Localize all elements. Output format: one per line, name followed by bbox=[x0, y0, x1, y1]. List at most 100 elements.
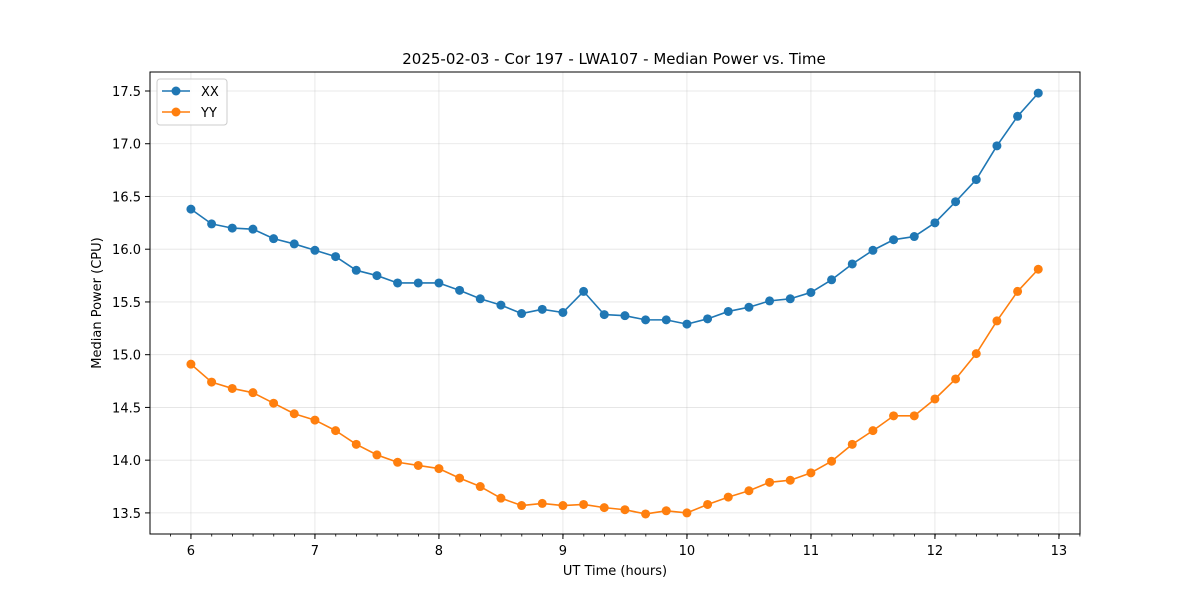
data-point-xx bbox=[992, 141, 1002, 151]
data-point-yy bbox=[496, 493, 506, 503]
data-point-xx bbox=[186, 204, 196, 214]
data-point-yy bbox=[765, 477, 775, 487]
y-tick-label: 17.0 bbox=[112, 138, 141, 153]
data-point-xx bbox=[1013, 111, 1023, 121]
y-axis-label: Median Power (CPU) bbox=[90, 237, 105, 368]
x-tick-label: 8 bbox=[435, 544, 443, 559]
data-point-yy bbox=[393, 457, 403, 467]
legend-label-yy: YY bbox=[200, 106, 217, 121]
data-point-yy bbox=[723, 492, 733, 502]
data-point-yy bbox=[186, 359, 196, 369]
data-point-xx bbox=[517, 309, 527, 319]
data-point-yy bbox=[620, 505, 630, 515]
data-point-yy bbox=[455, 473, 465, 483]
data-point-yy bbox=[889, 411, 899, 421]
data-point-xx bbox=[372, 271, 382, 281]
legend-marker-yy bbox=[171, 107, 181, 117]
data-point-xx bbox=[703, 314, 713, 324]
data-point-xx bbox=[909, 232, 919, 242]
y-tick-label: 15.5 bbox=[112, 296, 141, 311]
data-point-yy bbox=[413, 460, 423, 470]
data-point-yy bbox=[682, 508, 692, 518]
data-point-xx bbox=[744, 302, 754, 312]
data-point-xx bbox=[971, 175, 981, 185]
legend-entry-xx: XX bbox=[162, 85, 219, 100]
data-point-xx bbox=[579, 286, 589, 296]
y-tick-label: 14.5 bbox=[112, 401, 141, 416]
data-point-xx bbox=[496, 300, 506, 310]
data-point-xx bbox=[682, 319, 692, 329]
series-line-yy bbox=[190, 268, 1039, 515]
data-point-yy bbox=[434, 464, 444, 474]
legend-label-xx: XX bbox=[201, 85, 219, 100]
data-point-yy bbox=[599, 503, 609, 513]
x-tick-label: 12 bbox=[927, 544, 944, 559]
y-tick-label: 14.0 bbox=[112, 454, 141, 469]
data-point-yy bbox=[331, 426, 341, 436]
data-point-yy bbox=[207, 377, 217, 387]
legend-marker-xx bbox=[171, 86, 181, 96]
x-tick-label: 6 bbox=[187, 544, 195, 559]
data-point-yy bbox=[517, 501, 527, 511]
x-axis-label: UT Time (hours) bbox=[563, 564, 667, 579]
plot-area bbox=[149, 71, 1081, 535]
data-point-xx bbox=[475, 294, 485, 304]
data-point-xx bbox=[207, 219, 217, 229]
data-point-xx bbox=[269, 234, 279, 244]
legend-entry-yy: YY bbox=[162, 106, 217, 121]
data-point-xx bbox=[393, 278, 403, 288]
data-point-yy bbox=[930, 394, 940, 404]
data-point-xx bbox=[455, 285, 465, 295]
series-layer bbox=[186, 88, 1043, 519]
data-point-xx bbox=[827, 275, 837, 285]
axis-ticks: 6 7 8 9 10 11 12 13 13.5 14.0 14.5 15.0 15.5 16.0 16.5… bbox=[112, 85, 1081, 559]
data-point-yy bbox=[641, 509, 651, 519]
data-point-yy bbox=[310, 415, 320, 425]
data-point-xx bbox=[868, 245, 878, 255]
data-point-xx bbox=[806, 287, 816, 297]
data-point-xx bbox=[289, 239, 299, 249]
data-point-yy bbox=[827, 456, 837, 466]
data-point-yy bbox=[227, 383, 237, 393]
data-point-yy bbox=[744, 486, 754, 496]
data-point-yy bbox=[951, 374, 961, 384]
data-point-yy bbox=[372, 450, 382, 460]
data-point-yy bbox=[351, 439, 361, 449]
data-point-yy bbox=[289, 409, 299, 419]
data-point-xx bbox=[227, 223, 237, 233]
data-point-yy bbox=[703, 499, 713, 509]
data-point-yy bbox=[661, 506, 671, 516]
data-point-yy bbox=[806, 468, 816, 478]
grid bbox=[150, 72, 1080, 534]
data-point-xx bbox=[413, 278, 423, 288]
data-point-yy bbox=[868, 426, 878, 436]
x-tick-label: 7 bbox=[311, 544, 319, 559]
data-point-yy bbox=[269, 398, 279, 408]
data-point-yy bbox=[537, 498, 547, 508]
data-point-xx bbox=[723, 306, 733, 316]
y-tick-label: 16.0 bbox=[112, 243, 141, 258]
data-point-yy bbox=[248, 388, 258, 398]
data-point-yy bbox=[847, 439, 857, 449]
data-point-xx bbox=[248, 224, 258, 234]
series-line-xx bbox=[190, 92, 1039, 325]
data-point-yy bbox=[579, 499, 589, 509]
data-point-xx bbox=[785, 294, 795, 304]
data-point-xx bbox=[310, 245, 320, 255]
data-point-xx bbox=[558, 307, 568, 317]
data-point-xx bbox=[351, 265, 361, 275]
data-point-yy bbox=[1013, 286, 1023, 296]
x-tick-label: 10 bbox=[679, 544, 696, 559]
x-tick-label: 13 bbox=[1051, 544, 1068, 559]
data-point-xx bbox=[331, 252, 341, 262]
data-point-xx bbox=[661, 315, 671, 325]
data-point-xx bbox=[765, 296, 775, 306]
data-point-yy bbox=[992, 316, 1002, 326]
data-point-xx bbox=[620, 311, 630, 321]
data-point-yy bbox=[971, 349, 981, 359]
legend: XX YY bbox=[156, 78, 228, 126]
data-point-yy bbox=[785, 475, 795, 485]
data-point-yy bbox=[1033, 264, 1043, 274]
y-tick-label: 16.5 bbox=[112, 190, 141, 205]
